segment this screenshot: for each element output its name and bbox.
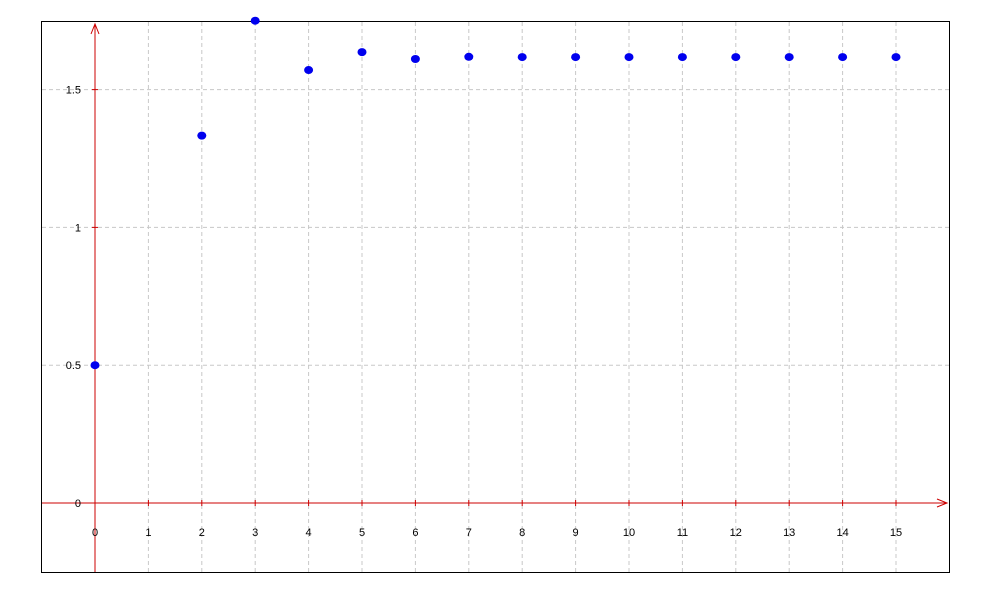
x-tick-label: 12 [730, 527, 742, 539]
x-tick-label: 9 [573, 527, 579, 539]
x-tick-label: 2 [199, 527, 205, 539]
data-point [464, 52, 474, 61]
x-tick-label: 7 [466, 527, 472, 539]
x-tick-label: 11 [677, 527, 688, 539]
x-tick-label: 4 [306, 527, 312, 539]
axes [42, 22, 949, 572]
data-point [90, 361, 100, 370]
data-point [838, 53, 848, 62]
y-tick-label: 1.5 [66, 85, 81, 97]
plot-frame [41, 21, 950, 573]
data-point [677, 53, 687, 62]
y-tick-labels: 00.511.522.53 [66, 85, 81, 510]
x-tick-label: 14 [836, 527, 848, 539]
x-tick-label: 0 [92, 527, 98, 539]
data-point [357, 48, 367, 57]
x-tick-labels: 0 1 2 3 4 5 6 7 8 9 10 11 12 13 14 15 [92, 527, 902, 539]
data-point [197, 131, 207, 140]
data-point [304, 66, 314, 75]
x-tick-label: 3 [252, 527, 258, 539]
y-tick-label: 0 [75, 498, 81, 510]
data-point [624, 53, 634, 62]
x-tick-label: 1 [145, 527, 151, 539]
data-point [517, 53, 527, 62]
data-point [891, 53, 901, 62]
data-point [250, 16, 260, 25]
data-point [571, 53, 581, 62]
x-axis-arrow [936, 498, 949, 508]
x-tick-label: 6 [412, 527, 418, 539]
x-tick-label: 8 [519, 527, 525, 539]
x-tick-label: 5 [359, 527, 365, 539]
x-tick-label: 15 [890, 527, 902, 539]
data-points [90, 16, 901, 370]
data-point [410, 55, 420, 64]
y-tick-label: 0.5 [66, 360, 81, 372]
x-tick-label: 13 [783, 527, 795, 539]
data-point [731, 53, 741, 62]
x-tick-label: 10 [623, 527, 635, 539]
y-axis-arrow [90, 22, 100, 35]
grid-lines [42, 22, 949, 572]
data-point [784, 53, 794, 62]
y-tick-label: 1 [75, 222, 81, 234]
